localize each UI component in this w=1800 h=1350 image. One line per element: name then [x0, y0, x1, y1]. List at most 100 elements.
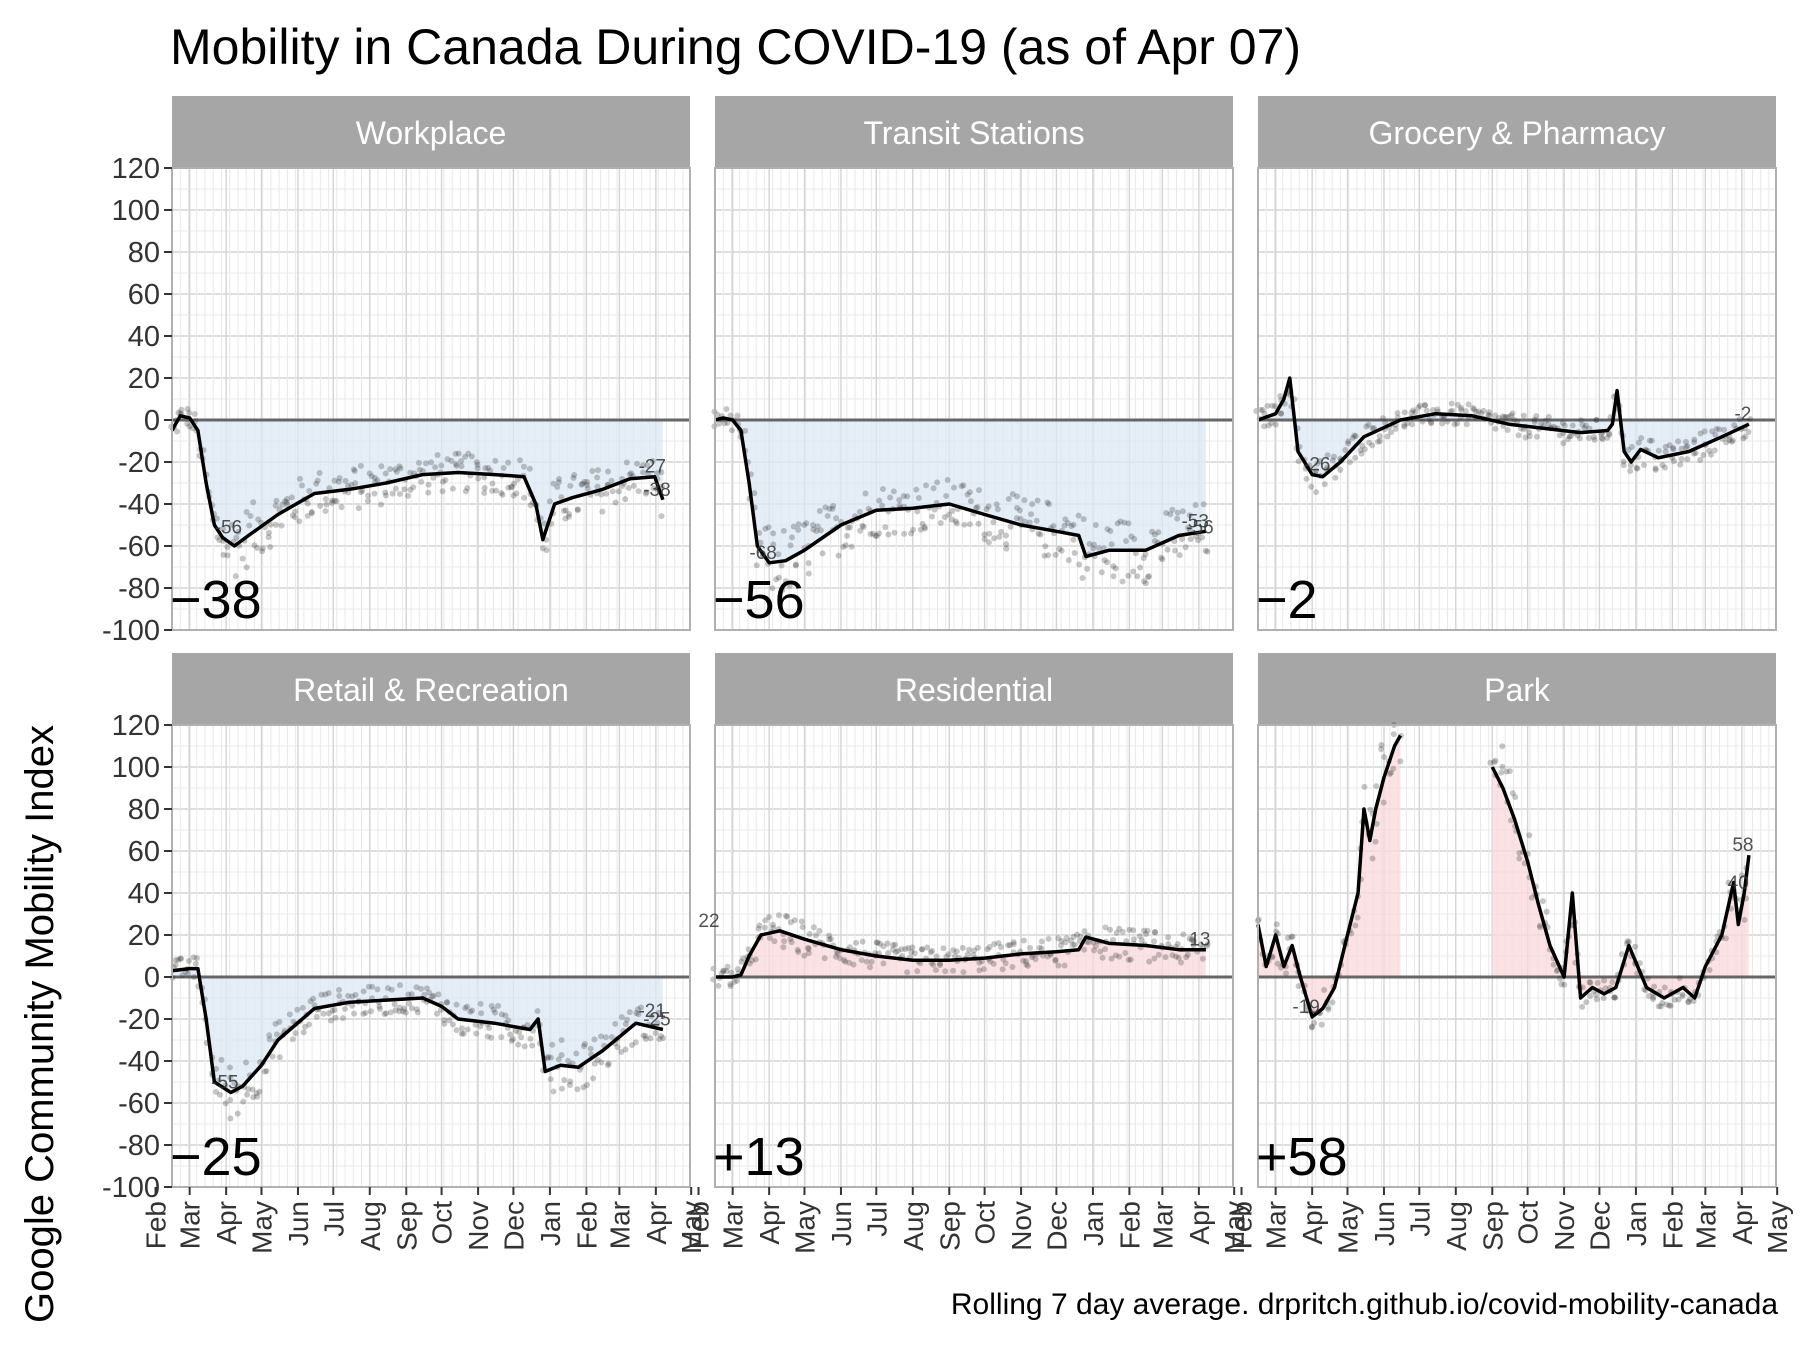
data-point [1609, 979, 1616, 986]
data-point [1475, 408, 1482, 415]
data-point [915, 495, 922, 502]
x-tick-label: May [246, 1201, 277, 1254]
data-point [1538, 420, 1545, 427]
data-point [880, 960, 887, 967]
data-point [612, 499, 619, 506]
data-point [724, 963, 731, 970]
data-label: -56 [1186, 518, 1213, 539]
data-point [1033, 517, 1040, 524]
data-point [449, 1021, 456, 1028]
panel-border [171, 724, 691, 1188]
data-point [1295, 983, 1302, 990]
data-point [331, 1007, 338, 1014]
data-point [1045, 935, 1052, 942]
data-point [1503, 768, 1510, 775]
data-point [453, 462, 460, 469]
data-point [975, 520, 982, 527]
data-point [360, 988, 367, 995]
data-point [314, 477, 321, 484]
y-tick-label: 60 [128, 279, 160, 311]
data-point [220, 551, 227, 558]
data-point [857, 527, 864, 534]
data-point [1073, 931, 1080, 938]
data-point [996, 533, 1003, 540]
data-point [826, 505, 833, 512]
data-point [422, 460, 429, 467]
data-point [289, 1036, 296, 1043]
data-point [1122, 950, 1129, 957]
data-point [609, 488, 616, 495]
data-point [267, 543, 274, 550]
data-point [1288, 934, 1295, 941]
data-point [757, 539, 764, 546]
data-point [1682, 438, 1689, 445]
data-point [1451, 421, 1458, 428]
data-point [991, 535, 998, 542]
data-point [929, 513, 936, 520]
data-point [1726, 436, 1733, 443]
data-point [1369, 425, 1376, 432]
facet-panel: Transit Stations -68 -53-56 −56 [711, 96, 1234, 631]
data-point [382, 470, 389, 477]
data-point [526, 465, 533, 472]
data-point [654, 470, 661, 477]
data-point [266, 1036, 273, 1043]
data-point [727, 981, 734, 988]
data-point [1644, 975, 1651, 982]
data-point [294, 1006, 301, 1013]
data-point [1002, 960, 1009, 967]
data-point [329, 1007, 336, 1014]
data-point [1174, 515, 1181, 522]
data-point [626, 1009, 633, 1016]
data-point [1146, 958, 1153, 965]
panel-border [1257, 167, 1777, 631]
data-point [875, 530, 882, 537]
x-tick-label: Nov [1006, 1201, 1037, 1251]
data-point [933, 953, 940, 960]
data-point [584, 485, 591, 492]
data-point [742, 427, 749, 434]
data-point [1487, 759, 1494, 766]
data-point [1127, 956, 1134, 963]
data-point [1469, 404, 1476, 411]
data-point [884, 940, 891, 947]
y-tick-label: -100 [102, 1172, 160, 1204]
data-point [349, 1002, 356, 1009]
data-point [842, 958, 849, 965]
data-point [441, 1017, 448, 1024]
y-tick-label: 0 [144, 962, 160, 994]
data-point [1587, 979, 1594, 986]
data-point [1110, 563, 1117, 570]
data-point [1358, 450, 1365, 457]
data-point [345, 992, 352, 999]
data-point [1655, 447, 1662, 454]
y-tick-label: -20 [118, 1004, 160, 1036]
data-point [889, 946, 896, 953]
data-point [929, 947, 936, 954]
data-point [369, 983, 376, 990]
data-point [634, 1006, 641, 1013]
data-point [642, 1033, 649, 1040]
data-point [478, 1010, 485, 1017]
data-point [867, 530, 874, 537]
data-point [1366, 439, 1373, 446]
data-point [400, 1008, 407, 1015]
data-point [1508, 412, 1515, 419]
data-point [1268, 420, 1275, 427]
chart-caption: Rolling 7 day average. drpritch.github.i… [950, 1288, 1778, 1321]
data-point [1587, 993, 1594, 1000]
data-point [349, 993, 356, 1000]
data-point [279, 501, 286, 508]
data-point [794, 946, 801, 953]
data-point [1108, 541, 1115, 548]
data-point [516, 1029, 523, 1036]
data-point [1670, 446, 1677, 453]
data-point [1684, 456, 1691, 463]
data-point [1458, 406, 1465, 413]
data-point [1174, 509, 1181, 516]
data-point [756, 922, 763, 929]
data-point [325, 989, 332, 996]
data-point [1577, 417, 1584, 424]
data-point [562, 507, 569, 514]
data-point [574, 1086, 581, 1093]
